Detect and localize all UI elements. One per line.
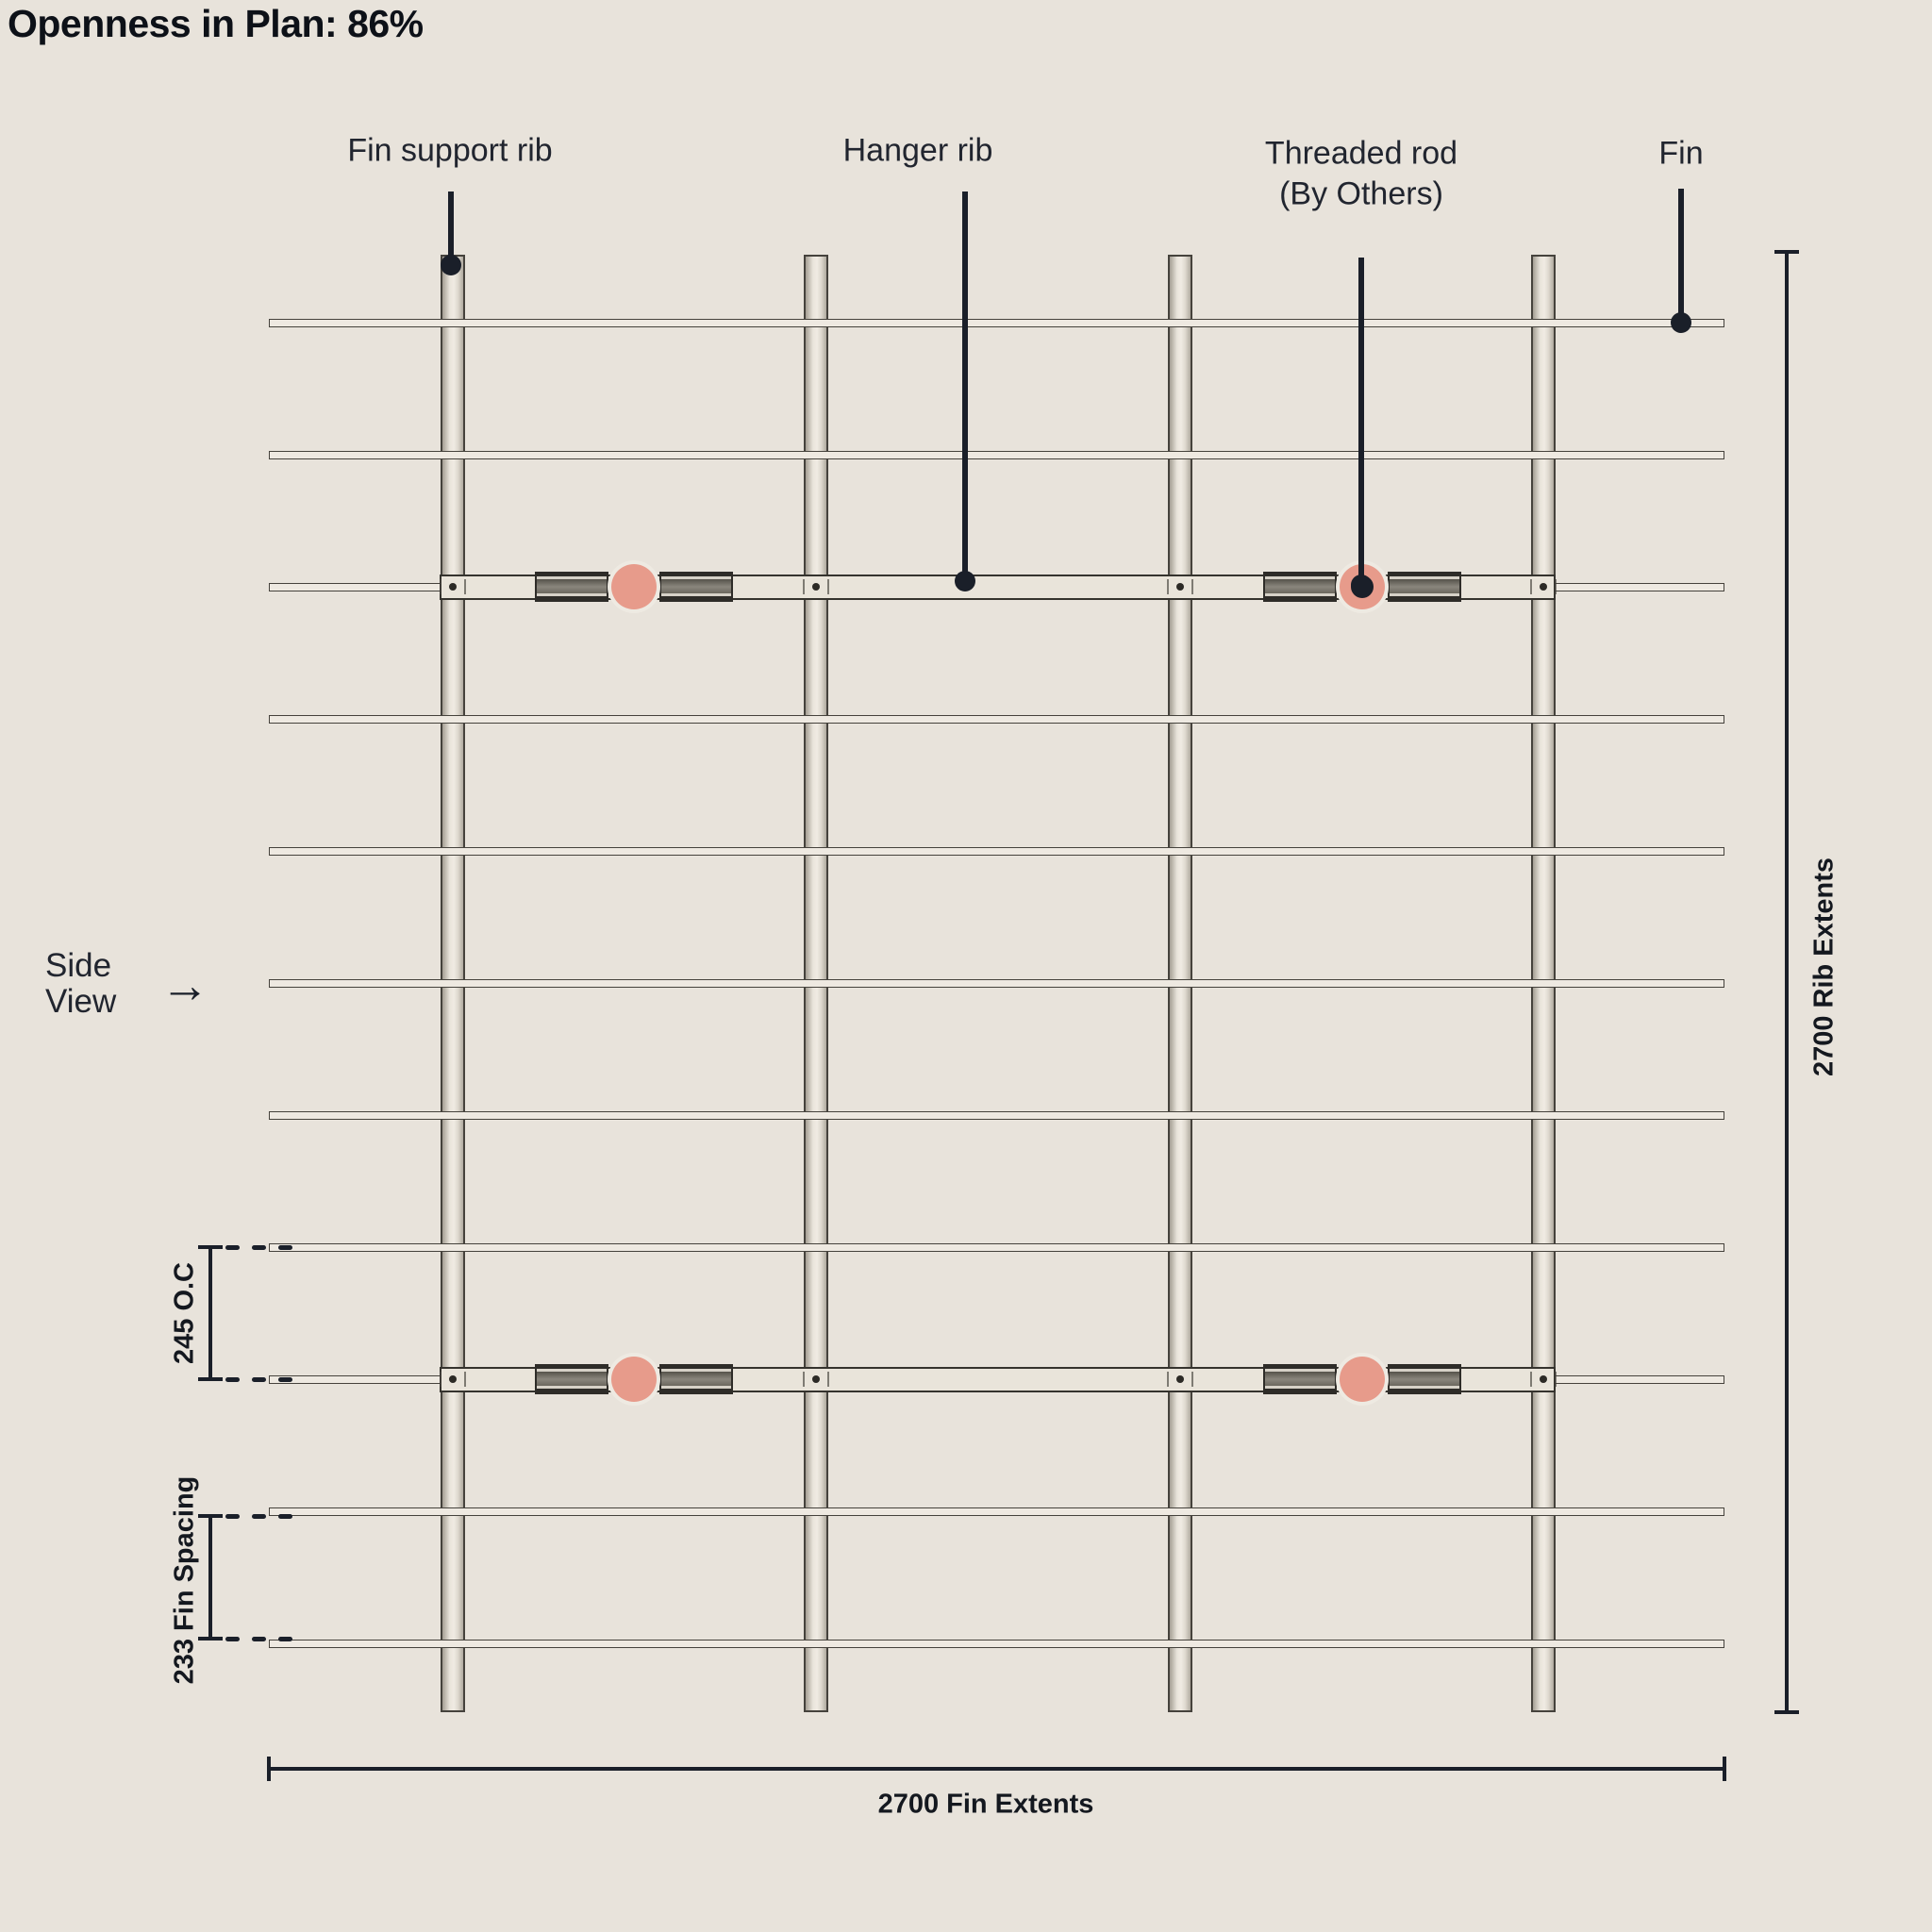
dimension-end-tick xyxy=(1723,1757,1726,1781)
bar-joint-tick xyxy=(1555,579,1557,594)
fin xyxy=(269,714,1724,724)
dim-233-fin-spacing: 233 Fin Spacing xyxy=(169,1475,200,1685)
bar-joint-tick xyxy=(827,1372,829,1387)
dimension-extension-dash xyxy=(278,1376,292,1382)
fin xyxy=(269,978,1724,988)
fin xyxy=(269,318,1724,327)
bar-joint-tick xyxy=(827,579,829,594)
screw-dot xyxy=(1176,1375,1184,1383)
label-fin-support-rib: Fin support rib xyxy=(347,132,553,169)
screw-dot xyxy=(449,583,457,591)
dimension-end-tick xyxy=(267,1757,271,1781)
dimension-line-rib-extents xyxy=(1785,252,1789,1712)
dimension-extension-dash xyxy=(252,1244,266,1250)
callout-leader-line xyxy=(962,192,968,581)
threaded-rod-marker xyxy=(1340,1357,1385,1402)
label-fin: Fin xyxy=(1658,135,1704,172)
threaded-rod-marker xyxy=(611,564,657,609)
bar-joint-tick xyxy=(1530,579,1532,594)
side-view-arrow-icon: → xyxy=(160,958,209,1013)
dimension-extension-dash xyxy=(278,1513,292,1519)
bracket-hatch-left xyxy=(1263,1364,1337,1394)
bracket-hatch-left xyxy=(535,1364,608,1394)
label-threaded-rod-line2: (By Others) xyxy=(1279,175,1443,212)
callout-leader-dot xyxy=(955,571,975,591)
callout-leader-line xyxy=(1678,189,1684,323)
dimension-end-tick xyxy=(198,1245,223,1249)
dimension-end-tick xyxy=(1774,1710,1799,1714)
bar-joint-tick xyxy=(803,579,805,594)
dimension-line-fin-extents xyxy=(269,1767,1724,1771)
dimension-extension-dash xyxy=(225,1376,240,1382)
screw-dot xyxy=(812,583,820,591)
screw-dot xyxy=(1176,583,1184,591)
label-hanger-rib: Hanger rib xyxy=(842,132,993,169)
fin xyxy=(269,1507,1724,1516)
bar-joint-tick xyxy=(464,1372,466,1387)
label-threaded-rod: Threaded rod xyxy=(1264,135,1458,172)
bar-joint-tick xyxy=(440,1372,441,1387)
screw-dot xyxy=(812,1375,820,1383)
fin xyxy=(269,1110,1724,1120)
bar-joint-tick xyxy=(803,1372,805,1387)
bracket-hatch-right xyxy=(659,572,733,602)
side-view-label: Side View xyxy=(45,948,116,1020)
bar-joint-tick xyxy=(1167,1372,1169,1387)
dimension-extension-dash xyxy=(225,1244,240,1250)
dimension-extension-dash xyxy=(278,1636,292,1641)
dimension-extension-dash xyxy=(252,1376,266,1382)
screw-dot xyxy=(1540,583,1547,591)
dim-2700-fin-extents: 2700 Fin Extents xyxy=(877,1789,1094,1820)
dim-245-oc: 245 O.C xyxy=(169,1262,200,1364)
callout-leader-line xyxy=(448,192,454,265)
dimension-extension-dash xyxy=(278,1244,292,1250)
bracket-hatch-right xyxy=(659,1364,733,1394)
dimension-end-tick xyxy=(198,1514,223,1518)
bracket-hatch-left xyxy=(1263,572,1337,602)
callout-leader-dot xyxy=(1351,575,1372,595)
screw-dot xyxy=(1540,1375,1547,1383)
bar-joint-tick xyxy=(1167,579,1169,594)
fin xyxy=(269,450,1724,459)
screw-dot xyxy=(449,1375,457,1383)
dimension-end-tick xyxy=(1774,250,1799,254)
bar-joint-tick xyxy=(440,579,441,594)
callout-leader-line xyxy=(1358,258,1364,585)
bar-joint-tick xyxy=(464,579,466,594)
dimension-line-vertical xyxy=(208,1247,212,1379)
threaded-rod-marker xyxy=(611,1357,657,1402)
callout-leader-dot xyxy=(441,255,461,275)
dimension-extension-dash xyxy=(225,1513,240,1519)
dimension-line-vertical xyxy=(208,1516,212,1639)
bracket-hatch-left xyxy=(535,572,608,602)
fin xyxy=(269,1639,1724,1648)
bar-joint-tick xyxy=(1191,579,1193,594)
dimension-extension-dash xyxy=(252,1513,266,1519)
page-title: Openness in Plan: 86% xyxy=(8,2,424,45)
bracket-hatch-right xyxy=(1388,572,1461,602)
bar-joint-tick xyxy=(1555,1372,1557,1387)
bracket-hatch-right xyxy=(1388,1364,1461,1394)
bar-joint-tick xyxy=(1530,1372,1532,1387)
dim-2700-rib-extents: 2700 Rib Extents xyxy=(1808,857,1840,1077)
side-view-line2: View xyxy=(45,983,117,1020)
fin xyxy=(269,846,1724,856)
callout-leader-dot xyxy=(1671,312,1691,333)
dimension-extension-dash xyxy=(252,1636,266,1641)
bar-joint-tick xyxy=(1191,1372,1193,1387)
dimension-extension-dash xyxy=(225,1636,240,1641)
fin xyxy=(269,1242,1724,1252)
dimension-end-tick xyxy=(198,1377,223,1381)
side-view-line1: Side xyxy=(45,947,112,984)
dimension-end-tick xyxy=(198,1637,223,1641)
